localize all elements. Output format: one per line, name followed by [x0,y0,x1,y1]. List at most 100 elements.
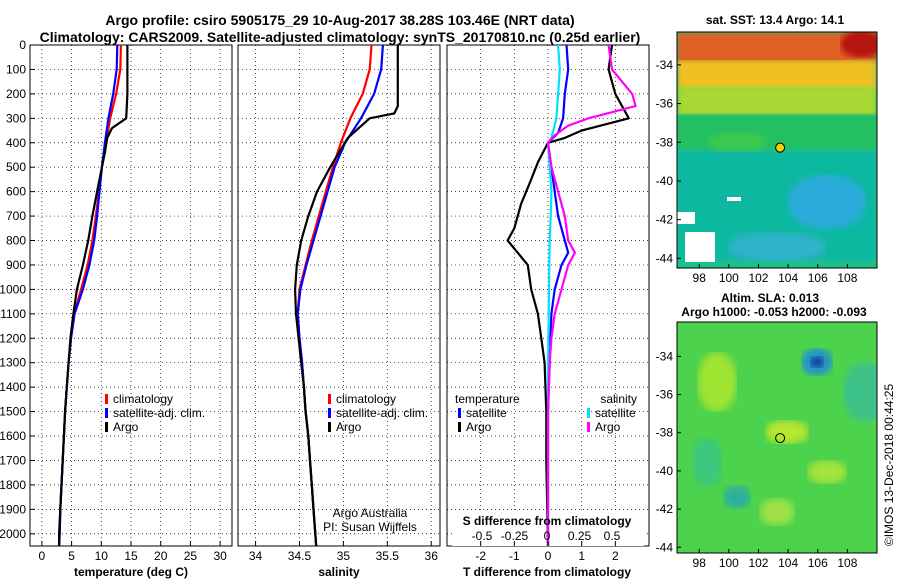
legend-swatch [587,422,590,432]
x-tick-label: 10 [95,549,109,563]
lon-tick-label: 106 [808,271,828,285]
sla-map-title-line1: Altim. SLA: 0.013 [721,291,819,305]
x-tick-label: 34 [249,549,263,563]
lat-tick-label: -36 [656,388,674,402]
difference-panel: -2 -1 0 1 2 -0.5 -0.25 0 0.25 0.5 S difference fr… [446,44,650,579]
sst-missing-patch [685,232,715,262]
legend-swatch [458,422,461,432]
lat-tick-label: -36 [656,97,674,111]
sst-band [677,86,877,116]
sst-map-title: sat. SST: 13.4 Argo: 14.1 [706,13,845,27]
s-diff-tick-label: 0 [544,529,551,543]
lon-tick-label: 98 [693,556,707,570]
sst-blob [707,132,767,152]
sla-blob [765,420,809,444]
salinity-xlabel: salinity [318,565,360,579]
sla-map: -34 -36 -38 -40 -42 -44 98 100 102 104 106 108 [656,321,878,570]
credit-line2: PI: Susan Wijffels [323,520,417,534]
depth-tick-label: 600 [6,185,26,199]
x-tick-label: 35.5 [376,549,400,563]
legend-label: Argo [336,420,362,434]
lat-tick-label: -34 [656,58,674,72]
legend-swatch [328,408,331,418]
depth-tick-label: 1100 [0,307,26,321]
x-tick-label: 25 [184,549,198,563]
temperature-frame [29,44,233,547]
credit-line1: Argo Australia [333,506,408,520]
temperature-xlabel: temperature (deg C) [74,565,188,579]
lat-tick-label: -40 [656,464,674,478]
lat-tick-label: -44 [656,540,674,554]
legend-label: climatology [336,392,396,406]
x-tick-label: -2 [475,549,486,563]
lat-tick-label: -42 [656,213,674,227]
legend-swatch [105,394,108,404]
legend-label: climatology [113,392,173,406]
legend-swatch [328,394,331,404]
lat-tick-label: -44 [656,251,674,265]
difference-legend: temperature salinitysatelliteArgosatellit… [455,392,637,434]
lon-tick-label: 108 [837,271,857,285]
legend-label: satellite-adj. clim. [336,406,428,420]
legend-label: satellite-adj. clim. [113,406,205,420]
figure-title-line2: Climatology: CARS2009. Satellite-adjuste… [40,29,641,45]
salinity-panel: 34 34.5 35 35.5 36 salinity climatologysatel… [237,44,441,579]
depth-tick-label: 1000 [0,282,26,296]
depth-tick-label: 800 [6,234,26,248]
lon-tick-label: 104 [778,556,798,570]
depth-tick-label: 1500 [0,405,26,419]
sst-mid-band [677,60,877,90]
lon-tick-label: 100 [719,271,739,285]
x-tick-label: 0 [39,549,46,563]
lon-tick-label: 104 [778,271,798,285]
s-diff-tick-label: 0.5 [604,529,621,543]
x-tick-label: 2 [612,549,619,563]
lon-tick-label: 102 [748,271,768,285]
lon-tick-label: 100 [719,556,739,570]
lon-tick-label: 102 [748,556,768,570]
sla-frame [676,321,878,554]
sla-map-title-line2: Argo h1000: -0.053 h2000: -0.093 [681,305,867,319]
sla-blob [692,437,722,487]
sla-blob [842,362,877,422]
depth-tick-label: 1300 [0,356,26,370]
x-tick-label: 5 [68,549,75,563]
sst-map: -34 -36 -38 -40 -42 -44 98 100 102 104 106 108 [656,31,878,285]
legend-title-salinity: salinity [600,392,637,406]
s-difference-axis-label: S difference from climatology [463,514,632,528]
x-tick-label: 0 [545,549,552,563]
sla-blob [697,352,737,412]
series-t-argo [506,45,630,546]
sla-blob [810,356,824,368]
sst-blob [787,174,867,230]
sst-frame [676,31,878,269]
figure-title-line1: Argo profile: csiro 5905175_29 10-Aug-20… [105,12,574,28]
depth-tick-label: 1200 [0,331,26,345]
depth-tick-label: 1600 [0,429,26,443]
legend-swatch [328,422,331,432]
legend-swatch [587,408,590,418]
argo-float-marker [775,142,786,153]
argo-float-marker [775,433,786,444]
sla-blob [759,498,795,526]
s-diff-tick-label: -0.5 [472,529,493,543]
series-argo [57,45,129,546]
depth-tick-label: 1400 [0,380,26,394]
sla-field [677,322,877,553]
depth-tick-label: 1800 [0,478,26,492]
imos-watermark: ©IMOS 13-Dec-2018 00:44:25 [882,384,896,547]
x-tick-label: 34.5 [288,549,312,563]
depth-tick-label: 100 [6,62,26,76]
depth-tick-label: 300 [6,111,26,125]
depth-tick-label: 1700 [0,453,26,467]
s-diff-tick-label: 0.25 [568,529,592,543]
lon-tick-label: 98 [693,271,707,285]
legend-swatch [105,408,108,418]
series-s-argo [546,45,637,546]
lat-tick-label: -40 [656,174,674,188]
x-tick-label: 20 [154,549,168,563]
sst-field [677,32,877,268]
depth-tick-label: 0 [19,38,26,52]
x-tick-label: 15 [124,549,138,563]
